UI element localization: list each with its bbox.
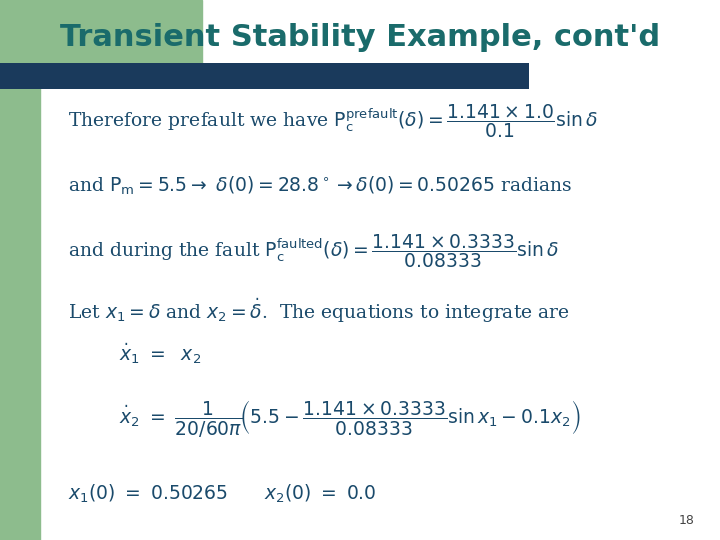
Text: 18: 18: [679, 514, 695, 526]
Text: Therefore prefault we have $\mathrm{P_c^{prefault}}(\delta) = \dfrac{1.141\times: Therefore prefault we have $\mathrm{P_c^…: [68, 103, 598, 140]
Text: $x_1(0)\ =\ 0.50265 \qquad x_2(0)\ =\ 0.0$: $x_1(0)\ =\ 0.50265 \qquad x_2(0)\ =\ 0.…: [68, 483, 377, 505]
Bar: [0, 0, 40, 540]
Text: $\dot{x}_1\ =\ \ x_2$: $\dot{x}_1\ =\ \ x_2$: [119, 341, 201, 366]
Text: Transient Stability Example, cont'd: Transient Stability Example, cont'd: [60, 23, 660, 52]
Text: Let $x_1 = \delta$ and $x_2 = \dot{\delta}$.  The equations to integrate are: Let $x_1 = \delta$ and $x_2 = \dot{\delt…: [68, 296, 570, 325]
Bar: [0, 0, 202, 71]
Text: and during the fault $\mathrm{P_c^{faulted}}(\delta) = \dfrac{1.141\times0.3333}: and during the fault $\mathrm{P_c^{fault…: [68, 232, 559, 270]
Text: $\dot{x}_2\ =\ \dfrac{1}{20/60\pi}\!\left(5.5 - \dfrac{1.141\times0.3333}{0.0833: $\dot{x}_2\ =\ \dfrac{1}{20/60\pi}\!\lef…: [119, 398, 580, 439]
Bar: [0, 63, 529, 89]
Text: and $\mathrm{P_m} = 5.5 \rightarrow\ \delta(0) = 28.8^\circ \rightarrow \delta(0: and $\mathrm{P_m} = 5.5 \rightarrow\ \de…: [68, 175, 573, 198]
